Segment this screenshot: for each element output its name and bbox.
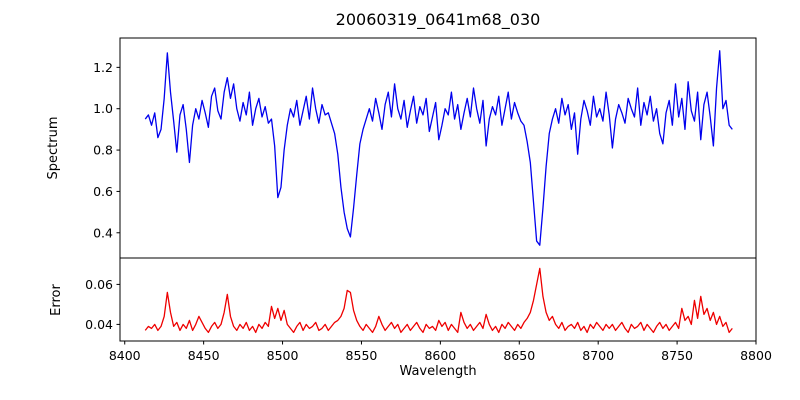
error-axis-label: Error [49, 284, 64, 316]
x-tick-label: 8500 [267, 348, 299, 363]
y-tick-label: 0.04 [85, 317, 113, 332]
x-tick-label: 8400 [109, 348, 141, 363]
spectrum-panel-border [119, 37, 757, 259]
error-line [144, 267, 733, 334]
y-tick-label: 1.0 [93, 101, 113, 116]
spectrum-axis-label: Spectrum [46, 117, 61, 180]
y-tick-label: 0.6 [93, 184, 113, 199]
x-tick-label: 8700 [582, 348, 614, 363]
x-tick-label: 8750 [661, 348, 693, 363]
plot-title: 20060319_0641m68_030 [335, 10, 541, 29]
x-tick-label: 8800 [740, 348, 772, 363]
y-tick-label: 0.8 [93, 143, 113, 158]
y-tick-label: 0.06 [85, 277, 113, 292]
x-axis-label: Wavelength [399, 364, 477, 379]
x-tick-label: 8450 [188, 348, 220, 363]
x-tick-label: 8550 [346, 348, 378, 363]
spectrum-line [144, 50, 733, 246]
y-tick-label: 0.4 [93, 225, 113, 240]
x-tick-label: 8650 [503, 348, 535, 363]
x-tick-label: 8600 [424, 348, 456, 363]
y-tick-label: 1.2 [93, 60, 113, 75]
error-panel-border [119, 257, 757, 342]
